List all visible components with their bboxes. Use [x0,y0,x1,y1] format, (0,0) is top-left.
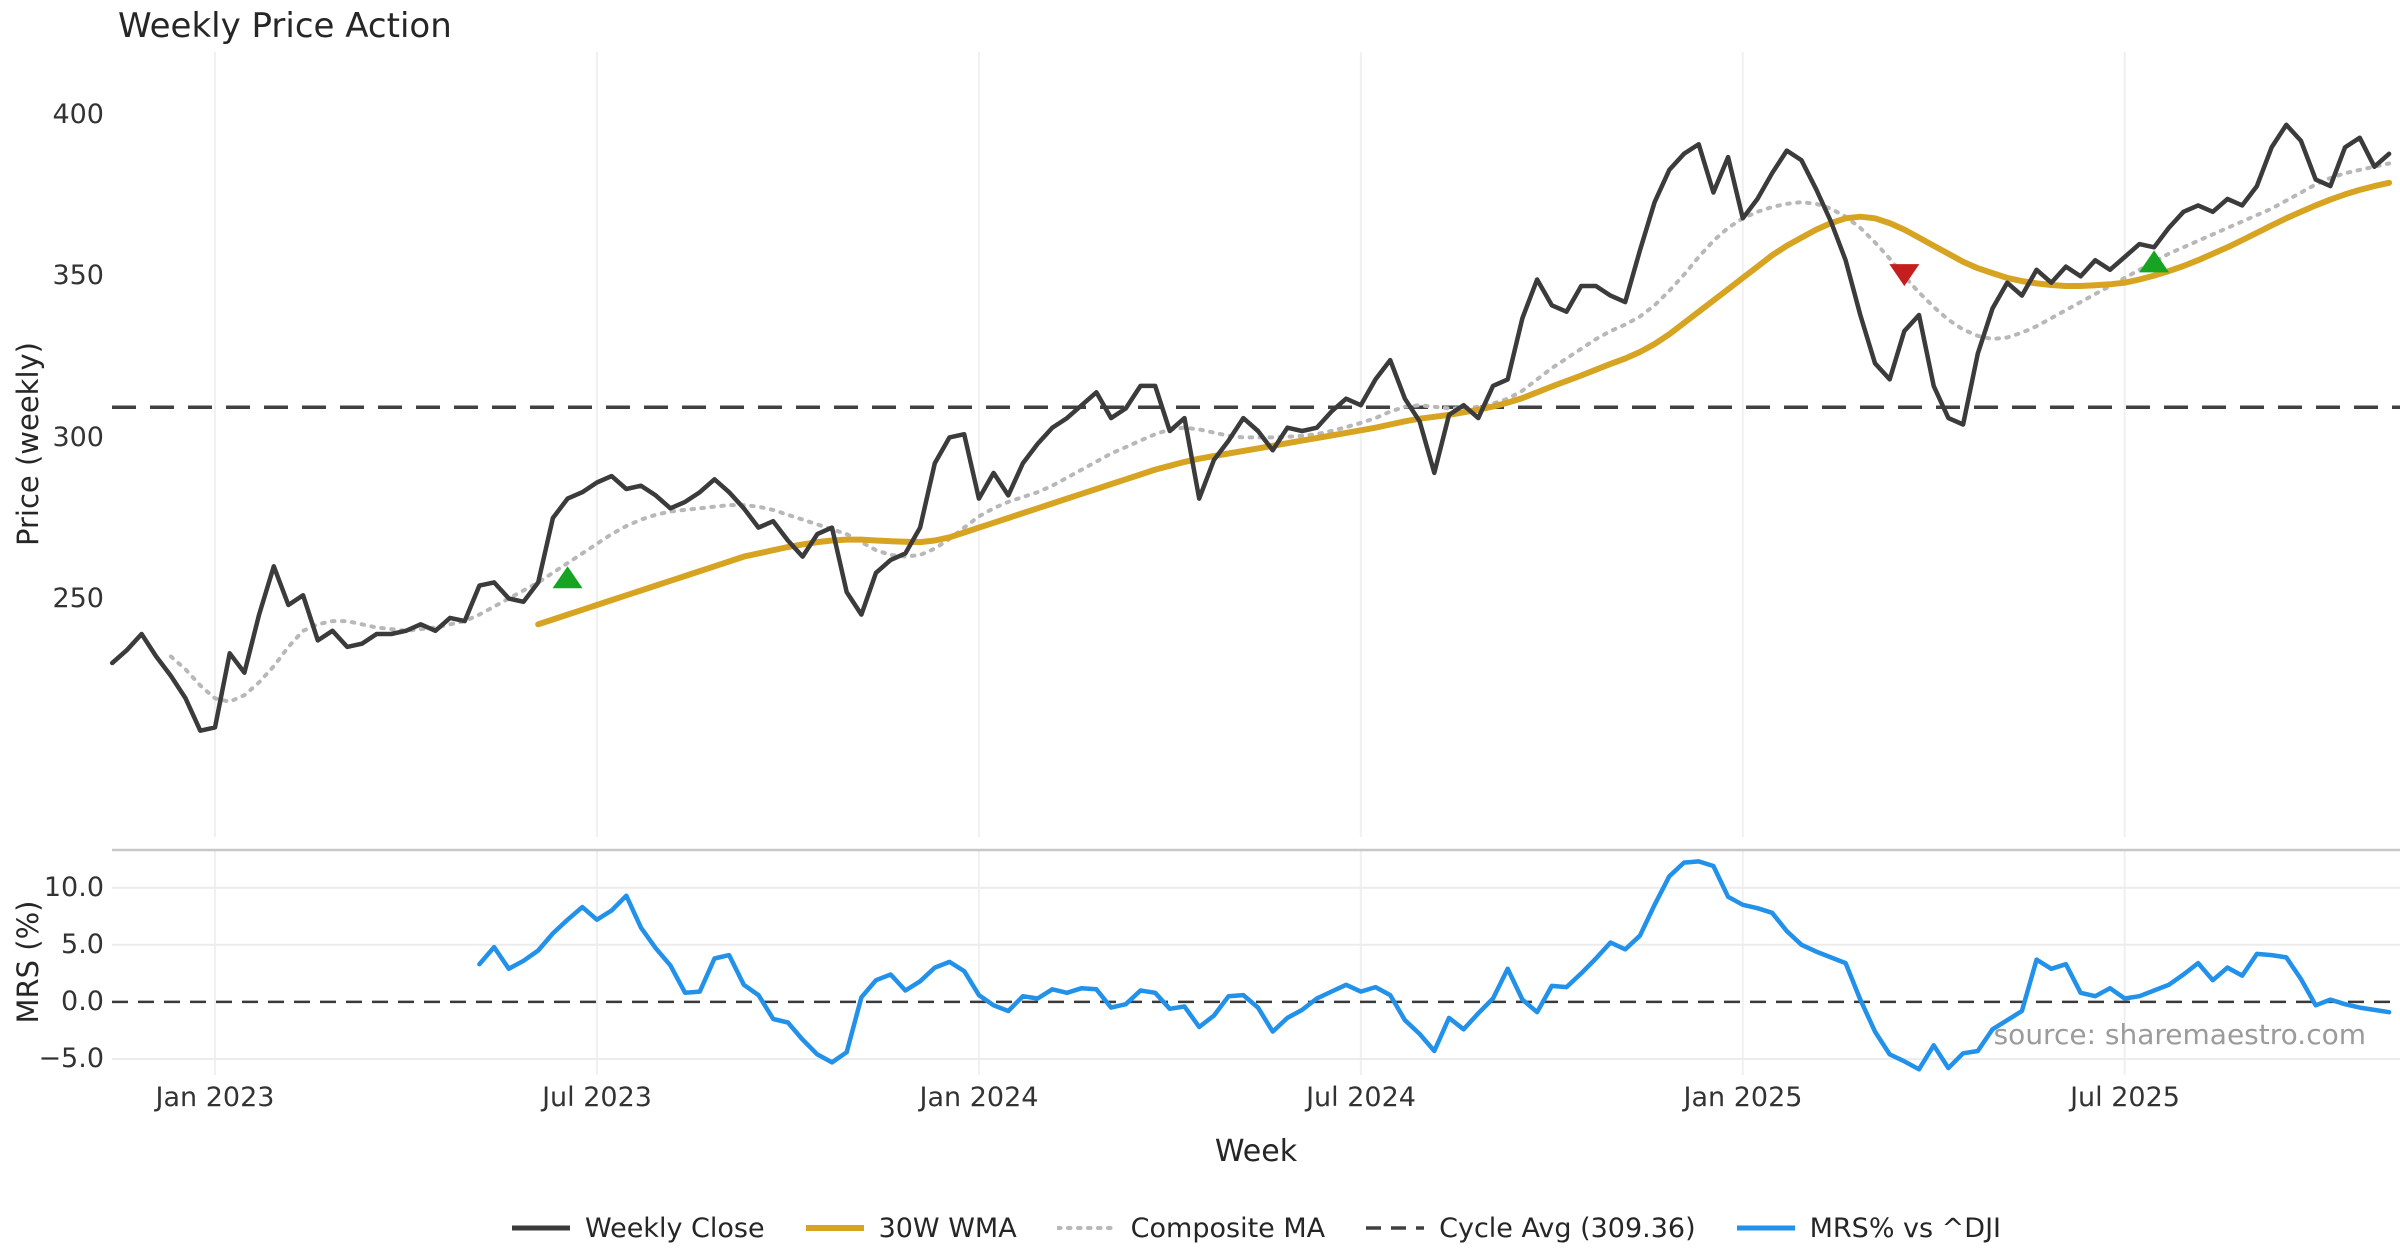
page-title: Weekly Price Action [118,6,452,46]
x-tick-jan-2025: Jan 2025 [1683,1082,1803,1113]
weekly-close-line-swatch-icon [511,1225,570,1231]
composite-ma-line [168,161,2392,704]
mrs-axis-label: MRS (%) [11,900,45,1024]
legend-item-composite-ma: Composite MA [1056,1212,1326,1244]
legend-item-mrs: MRS% vs ^DJI [1736,1213,2001,1244]
composite-ma-line-swatch-icon [1056,1226,1117,1230]
mrs-tick-10: 10.0 [43,872,104,903]
legend-label: Weekly Close [584,1212,765,1244]
wma-30w-line [535,179,2393,628]
x-tick-jul-2025: Jul 2025 [2070,1082,2180,1113]
legend-label: MRS% vs ^DJI [1809,1212,2002,1244]
x-tick-jul-2024: Jul 2024 [1306,1082,1416,1113]
buy-signal-marker [2139,250,2170,273]
legend-item-cycle-avg: Cycle Avg (309.36) [1365,1213,1696,1244]
x-tick-jan-2024: Jan 2024 [919,1082,1039,1113]
price-tick-250: 250 [52,583,104,614]
mrs-line-swatch-icon [1736,1225,1795,1231]
source-credit: source: sharemaestro.com [1993,1018,2366,1051]
legend-item-30w-wma: 30W WMA [805,1213,1017,1244]
legend-item-weekly-close: Weekly Close [511,1213,765,1244]
price-tick-400: 400 [52,99,104,130]
x-tick-jan-2023: Jan 2023 [155,1082,275,1113]
legend-label: Cycle Avg (309.36) [1439,1212,1696,1244]
legend-label: Composite MA [1130,1212,1326,1244]
x-axis-label: Week [1214,1134,1298,1169]
mrs-tick-0: 0.0 [61,986,104,1017]
wma-line-swatch-icon [805,1225,864,1231]
legend-label: 30W WMA [878,1212,1017,1244]
sell-signal-marker [1889,264,1920,287]
mrs-tick-5: 5.0 [61,929,104,960]
legend: Weekly Close 30W WMA Composite MA Cycle … [112,1203,2400,1253]
price-tick-350: 350 [52,260,104,291]
price-axis-label: Price (weekly) [11,341,45,547]
weekly-close-line [109,122,2392,733]
buy-signal-marker [552,566,583,589]
price-tick-300: 300 [52,422,104,453]
mrs-line [477,859,2392,1072]
x-tick-jul-2023: Jul 2023 [542,1082,652,1113]
mrs-tick-neg5: −5.0 [38,1043,104,1074]
cycle-avg-line-swatch-icon [1366,1226,1425,1230]
